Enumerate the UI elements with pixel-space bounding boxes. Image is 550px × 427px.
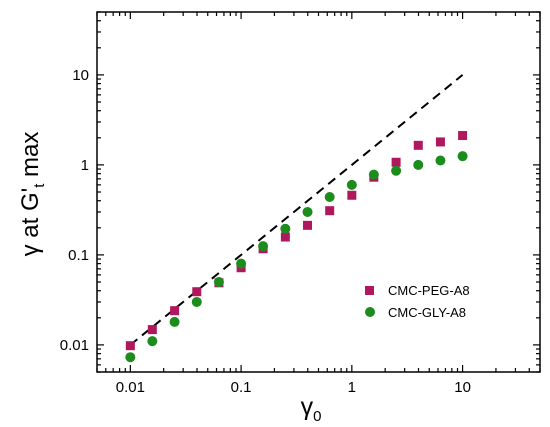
point-cmc-gly-a8 [280,223,291,234]
point-cmc-gly-a8 [236,258,247,269]
point-cmc-gly-a8 [368,169,379,180]
x-tick-label: 10 [454,379,471,396]
axis-tick-labels: 0.01 0.1 1 10 0.01 0.1 1 10 [60,67,471,396]
reference-line [129,74,464,346]
x-axis-label-base: γ [301,393,314,421]
point-cmc-gly-a8 [324,191,335,202]
point-cmc-peg-a8 [192,287,202,297]
point-cmc-gly-a8 [125,352,136,363]
point-cmc-peg-a8 [147,325,157,335]
y-axis-label-sub: t [31,183,48,188]
x-tick-label: 0.01 [116,379,145,396]
legend-label-cmc-gly-a8: CMC-GLY-A8 [388,305,466,320]
y-axis-label: γ at G't max [17,132,48,257]
y-tick-label: 1 [81,157,89,174]
y-tick-label: 10 [72,67,89,84]
legend-marker-cmc-glu-a8 [365,307,375,317]
point-cmc-peg-a8 [125,341,135,351]
legend-marker-cmc-peg-a8 [365,286,374,295]
point-cmc-peg-a8 [325,206,335,216]
y-axis-label-pre: γ at G' [17,188,44,257]
point-cmc-gly-a8 [213,277,224,287]
point-cmc-peg-a8 [413,140,423,150]
point-cmc-peg-a8 [347,190,357,200]
x-axis-label: γ0 [301,393,322,425]
legend-label-cmc-peg-a8: CMC-PEG-A8 [388,283,470,298]
point-cmc-peg-a8 [391,157,401,167]
y-axis-label-post: max [17,132,44,184]
point-cmc-gly-a8 [457,151,468,162]
point-cmc-peg-a8 [280,232,290,242]
point-cmc-gly-a8 [147,336,158,347]
y-tick-label: 0.01 [60,337,89,354]
point-cmc-gly-a8 [413,159,424,170]
data-points [125,131,468,363]
point-cmc-peg-a8 [435,137,445,147]
point-cmc-peg-a8 [170,306,180,316]
point-cmc-gly-a8 [169,316,180,327]
x-tick-label: 1 [348,379,356,396]
point-cmc-peg-a8 [303,220,313,230]
point-cmc-gly-a8 [191,296,202,307]
point-cmc-gly-a8 [346,179,357,190]
point-cmc-gly-a8 [258,241,269,252]
axis-ticks [96,11,541,373]
point-cmc-gly-a8 [391,165,402,176]
point-cmc-gly-a8 [435,155,446,166]
legend: CMC-PEG-A8 CMC-GLY-A8 [365,283,470,320]
x-tick-label: 0.1 [231,379,252,396]
point-cmc-gly-a8 [302,206,313,217]
x-axis-label-sub: 0 [313,408,321,425]
point-cmc-peg-a8 [458,131,468,141]
y-tick-label: 0.1 [68,247,89,264]
